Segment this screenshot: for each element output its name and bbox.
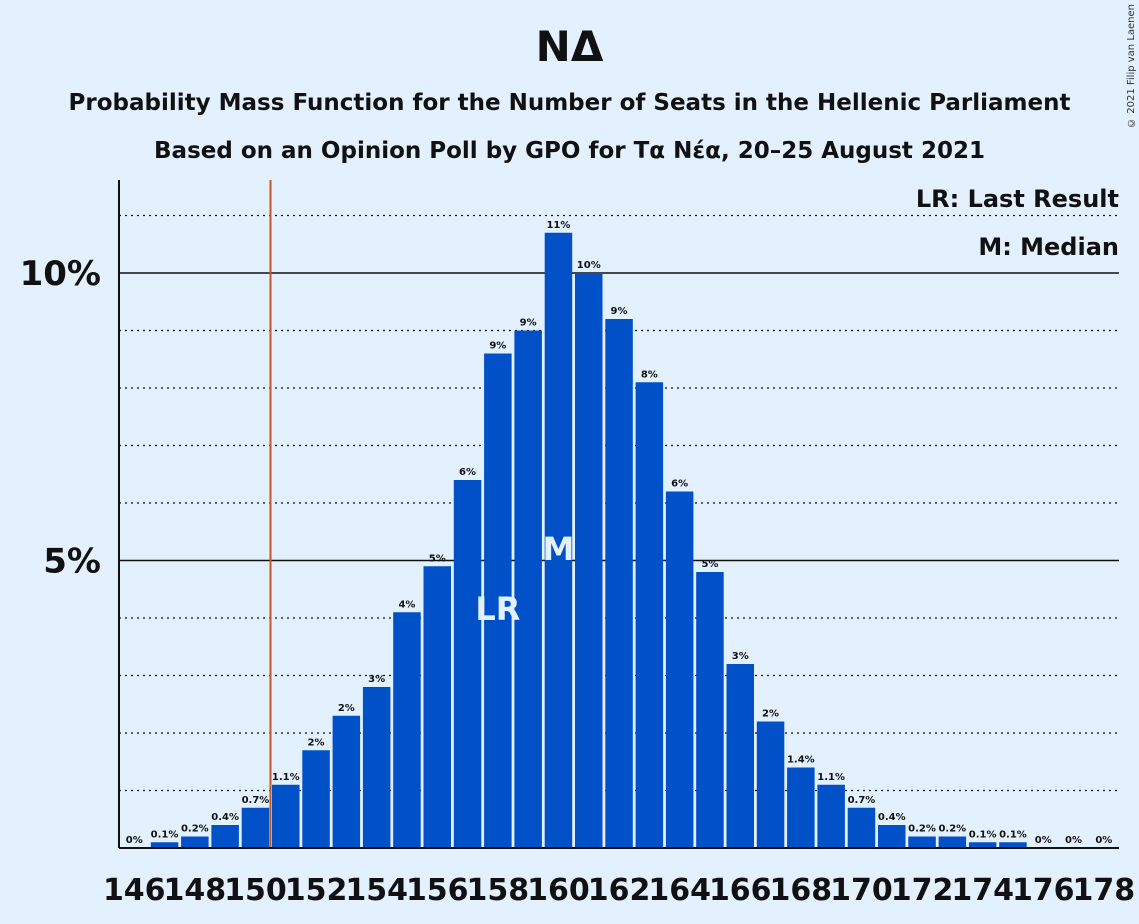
data-label-168: 1.4% <box>787 755 815 766</box>
bar-157 <box>453 480 482 848</box>
y-tick-label: 5% <box>43 542 101 582</box>
bar-158 <box>484 353 512 848</box>
chart-title: ΝΔ <box>535 22 604 71</box>
data-label-148: 0.2% <box>181 824 209 835</box>
x-tick-label: 178 <box>1073 873 1136 908</box>
data-label-178: 0% <box>1095 835 1112 846</box>
x-tick-label: 170 <box>830 873 893 908</box>
bar-151 <box>272 784 300 848</box>
bar-154 <box>362 687 391 848</box>
bar-168 <box>787 767 815 848</box>
data-label-163: 8% <box>641 369 658 380</box>
bar-162 <box>605 319 633 848</box>
data-label-160: 11% <box>546 220 570 231</box>
x-tick-label: 154 <box>345 873 408 908</box>
data-label-167: 2% <box>762 709 779 720</box>
data-label-177: 0% <box>1065 835 1082 846</box>
data-label-158: 9% <box>489 341 506 352</box>
bar-163 <box>635 382 664 848</box>
data-label-149: 0.4% <box>211 812 239 823</box>
legend-median: M: Median <box>978 233 1119 261</box>
x-tick-label: 168 <box>770 873 833 908</box>
x-tick-label: 160 <box>527 873 590 908</box>
bar-160 <box>544 232 573 848</box>
bar-164 <box>665 491 694 848</box>
x-tick-label: 152 <box>285 873 348 908</box>
data-label-152: 2% <box>308 737 325 748</box>
data-label-146: 0% <box>126 835 143 846</box>
data-label-147: 0.1% <box>151 829 179 840</box>
data-label-172: 0.2% <box>908 824 936 835</box>
bar-172 <box>908 836 936 848</box>
bar-175 <box>999 842 1027 848</box>
bar-156 <box>423 566 451 848</box>
data-label-150: 0.7% <box>242 795 270 806</box>
legend-last-result: LR: Last Result <box>915 185 1119 213</box>
bar-159 <box>514 330 542 848</box>
x-tick-label: 164 <box>648 873 711 908</box>
median-label: M <box>543 530 575 568</box>
data-label-161: 10% <box>577 260 601 271</box>
data-label-166: 3% <box>732 651 749 662</box>
data-label-171: 0.4% <box>878 812 906 823</box>
x-tick-label: 146 <box>103 873 166 908</box>
bar-153 <box>332 715 361 848</box>
bar-174 <box>968 842 997 848</box>
bar-150 <box>241 807 270 848</box>
bar-165 <box>696 572 724 848</box>
bar-155 <box>393 612 421 848</box>
data-label-159: 9% <box>520 318 537 329</box>
bar-161 <box>575 273 603 848</box>
x-tick-label: 162 <box>588 873 651 908</box>
x-tick-label: 148 <box>164 873 227 908</box>
x-tick-label: 150 <box>224 873 287 908</box>
x-tick-label: 172 <box>891 873 954 908</box>
data-label-169: 1.1% <box>817 772 845 783</box>
bar-170 <box>847 807 876 848</box>
data-label-170: 0.7% <box>848 795 876 806</box>
bar-173 <box>938 836 967 848</box>
bar-152 <box>302 750 330 848</box>
x-tick-label: 174 <box>951 873 1014 908</box>
data-label-162: 9% <box>611 306 628 317</box>
y-tick-label: 10% <box>20 254 101 294</box>
data-label-155: 4% <box>398 599 415 610</box>
last-result-label: LR <box>475 590 520 628</box>
data-label-151: 1.1% <box>272 772 300 783</box>
x-tick-label: 156 <box>406 873 469 908</box>
data-label-176: 0% <box>1035 835 1052 846</box>
data-label-174: 0.1% <box>969 829 997 840</box>
x-tick-label: 158 <box>467 873 530 908</box>
data-label-175: 0.1% <box>999 829 1027 840</box>
bar-167 <box>756 721 785 848</box>
x-tick-label: 166 <box>709 873 772 908</box>
data-label-154: 3% <box>368 674 385 685</box>
x-tick-label: 176 <box>1012 873 1075 908</box>
bar-166 <box>726 664 754 848</box>
data-label-156: 5% <box>429 553 446 564</box>
bar-148 <box>181 836 209 848</box>
data-label-157: 6% <box>459 467 476 478</box>
chart-subtitle-2: Based on an Opinion Poll by GPO for Τα Ν… <box>154 138 985 164</box>
bar-169 <box>817 784 845 848</box>
data-label-164: 6% <box>671 479 688 490</box>
data-label-153: 2% <box>338 703 355 714</box>
bar-149 <box>211 825 239 848</box>
data-label-173: 0.2% <box>938 824 966 835</box>
bar-147 <box>150 842 179 848</box>
bar-171 <box>878 825 906 848</box>
chart-subtitle-1: Probability Mass Function for the Number… <box>68 90 1071 116</box>
data-label-165: 5% <box>701 559 718 570</box>
